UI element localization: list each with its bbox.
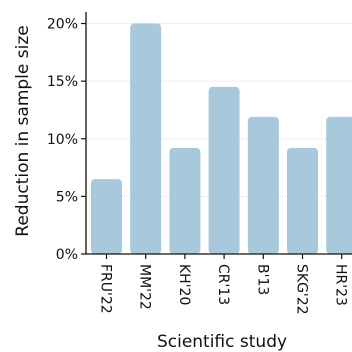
y-axis-title: Reduction in sample size xyxy=(13,25,33,236)
y-tick-label: 0% xyxy=(56,247,78,263)
bar xyxy=(287,147,318,254)
y-tick-label: 15% xyxy=(47,74,78,90)
y-ticks: 0% 5% 10% 15% 20% xyxy=(47,17,86,263)
y-tick-label: 5% xyxy=(56,189,78,205)
x-ticks: FRU'22 MM'22 KH'20 CR'13 B'13 SKG'22 HR'23 xyxy=(98,254,349,315)
bars xyxy=(91,23,352,255)
bar xyxy=(169,147,201,254)
bar xyxy=(130,23,162,255)
x-tick-label: KH'20 xyxy=(176,264,192,305)
x-tick-label: MM'22 xyxy=(137,264,153,310)
bar xyxy=(208,86,240,255)
y-tick-label: 20% xyxy=(47,17,78,33)
x-tick-label: FRU'22 xyxy=(98,264,114,314)
bar xyxy=(247,116,279,254)
y-tick-label: 10% xyxy=(47,132,78,148)
bar xyxy=(326,116,352,254)
x-tick-label: B'13 xyxy=(254,264,270,295)
x-tick-label: SKG'22 xyxy=(294,264,310,315)
bar xyxy=(91,179,122,254)
x-tick-label: HR'23 xyxy=(333,264,349,306)
x-tick-label: CR'13 xyxy=(215,264,231,305)
x-axis-title: Scientific study xyxy=(157,332,287,352)
